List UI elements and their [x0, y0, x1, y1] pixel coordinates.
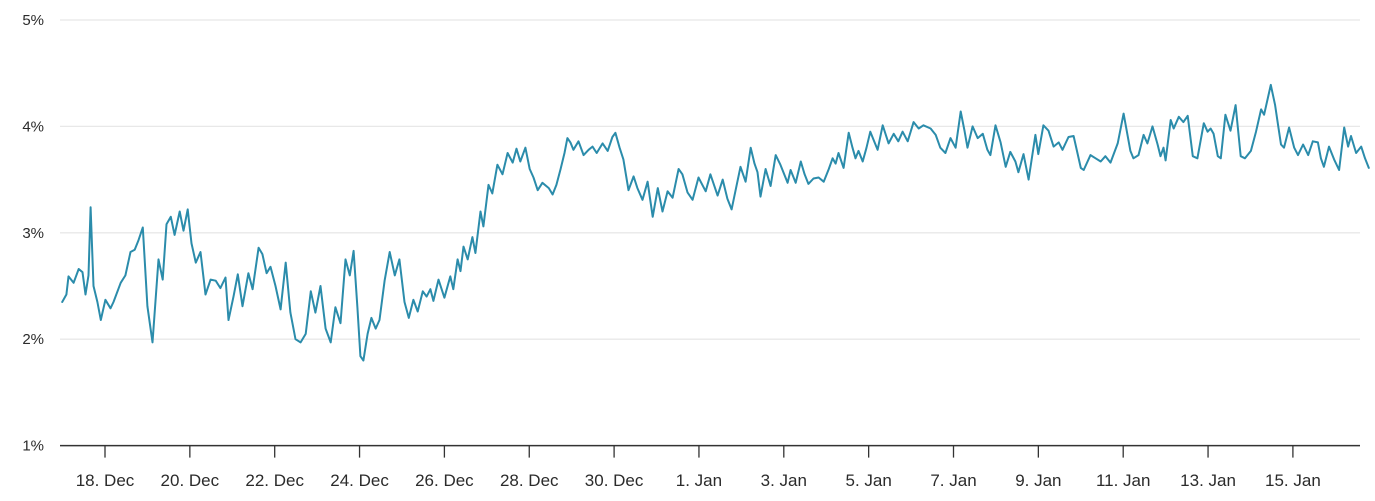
- x-tick-label: 5. Jan: [845, 471, 891, 490]
- y-tick-label: 2%: [22, 331, 44, 348]
- x-tick-label: 3. Jan: [761, 471, 807, 490]
- y-tick-label: 4%: [22, 118, 44, 135]
- x-tick-label: 18. Dec: [76, 471, 135, 490]
- y-tick-label: 1%: [22, 438, 44, 455]
- series-line: [61, 83, 1370, 362]
- x-tick-label: 13. Jan: [1180, 471, 1236, 490]
- x-tick-label: 9. Jan: [1015, 471, 1061, 490]
- x-tick-label: 28. Dec: [500, 471, 559, 490]
- x-tick-label: 30. Dec: [585, 471, 644, 490]
- x-tick-label: 11. Jan: [1096, 471, 1151, 490]
- x-tick-label: 26. Dec: [415, 471, 474, 490]
- x-tick-label: 15. Jan: [1265, 471, 1321, 490]
- x-tick-label: 1. Jan: [676, 471, 722, 490]
- gridlines: [60, 19, 1360, 340]
- x-tick-label: 20. Dec: [161, 471, 220, 490]
- y-axis-labels: 1% 2% 3% 4% 5%: [22, 12, 44, 455]
- x-axis-labels: 18. Dec 20. Dec 22. Dec 24. Dec 26. Dec 28. D…: [76, 471, 1321, 490]
- y-tick-label: 3%: [22, 225, 44, 242]
- x-axis: [60, 444, 1360, 458]
- y-tick-label: 5%: [22, 12, 44, 29]
- x-tick-label: 24. Dec: [330, 471, 389, 490]
- x-tick-label: 7. Jan: [930, 471, 976, 490]
- series-lines: [61, 83, 1370, 362]
- x-tick-label: 22. Dec: [245, 471, 304, 490]
